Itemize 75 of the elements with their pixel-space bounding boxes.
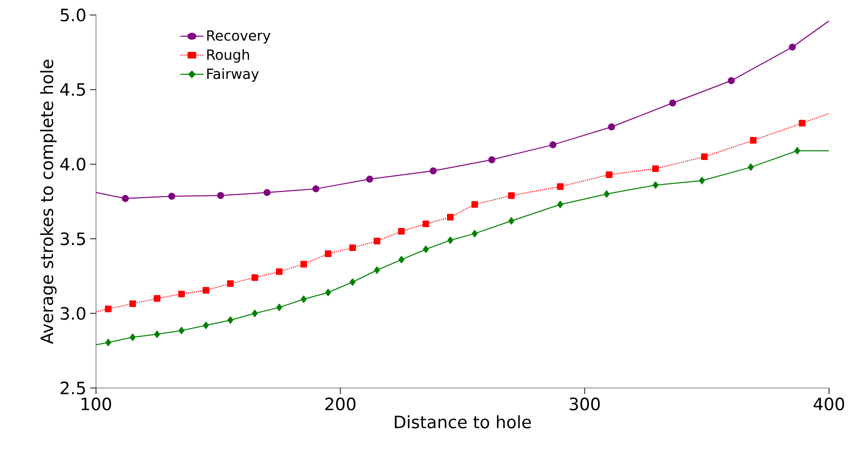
point: [349, 244, 356, 252]
x-tick-label: 400: [814, 398, 844, 410]
point: [398, 228, 405, 235]
point: [154, 295, 160, 302]
point: [788, 44, 796, 51]
point: [178, 290, 185, 298]
point: [122, 195, 129, 202]
point: [557, 200, 564, 208]
point: [264, 189, 271, 196]
point: [430, 167, 437, 174]
point: [447, 236, 454, 244]
point: [652, 181, 658, 189]
point: [669, 100, 676, 107]
point: [446, 214, 454, 220]
point: [350, 278, 356, 286]
point: [130, 334, 136, 341]
point: [604, 190, 610, 198]
point: [508, 217, 514, 225]
x-tick-label: 300: [570, 398, 600, 410]
point: [699, 176, 705, 184]
point: [300, 260, 307, 268]
point: [508, 192, 515, 199]
point: [366, 176, 374, 183]
y-tick-label: 3.5: [60, 232, 85, 246]
point: [227, 280, 234, 287]
point: [606, 171, 612, 178]
point: [105, 338, 112, 346]
point: [203, 322, 209, 330]
legend-label: Fairway: [207, 68, 259, 82]
point: [374, 238, 380, 244]
point: [276, 268, 283, 275]
point: [798, 120, 806, 126]
point: [276, 304, 282, 312]
point: [168, 192, 176, 200]
line-series: [96, 112, 830, 312]
point: [325, 288, 332, 296]
point: [471, 201, 478, 208]
x-tick-label: 100: [82, 398, 112, 410]
point: [104, 306, 112, 312]
point: [312, 185, 320, 192]
point: [324, 250, 332, 258]
point: [227, 316, 234, 324]
point: [472, 230, 478, 238]
x-tick-label: 200: [325, 398, 356, 410]
y-tick-label: 4.0: [60, 158, 86, 171]
point: [794, 147, 800, 154]
point: [154, 330, 160, 338]
y-tick-label: 3.0: [60, 306, 86, 320]
point: [422, 246, 429, 253]
point: [202, 286, 210, 294]
point: [608, 123, 616, 130]
point: [750, 137, 757, 144]
point: [748, 163, 754, 171]
point: [549, 141, 556, 148]
y-tick-label: 4.5: [60, 83, 85, 96]
y-tick-label: 2.5: [60, 382, 85, 394]
y-tick-label: 5.0: [60, 8, 86, 22]
point: [374, 266, 380, 274]
point: [728, 77, 735, 84]
point: [556, 183, 564, 190]
legend-label: Rough: [207, 49, 250, 63]
point: [129, 300, 136, 307]
point: [252, 310, 258, 318]
legend-label: Recovery: [207, 30, 270, 44]
x-axis-title: Distance to hole: [394, 415, 531, 428]
point: [398, 256, 404, 264]
point: [178, 326, 184, 334]
point: [488, 156, 496, 164]
y-axis-title: Average strokes to complete hole: [40, 60, 57, 344]
point: [252, 274, 258, 281]
point: [701, 153, 708, 160]
point: [217, 192, 224, 200]
point: [300, 296, 307, 303]
point: [422, 220, 430, 228]
point: [652, 165, 659, 172]
